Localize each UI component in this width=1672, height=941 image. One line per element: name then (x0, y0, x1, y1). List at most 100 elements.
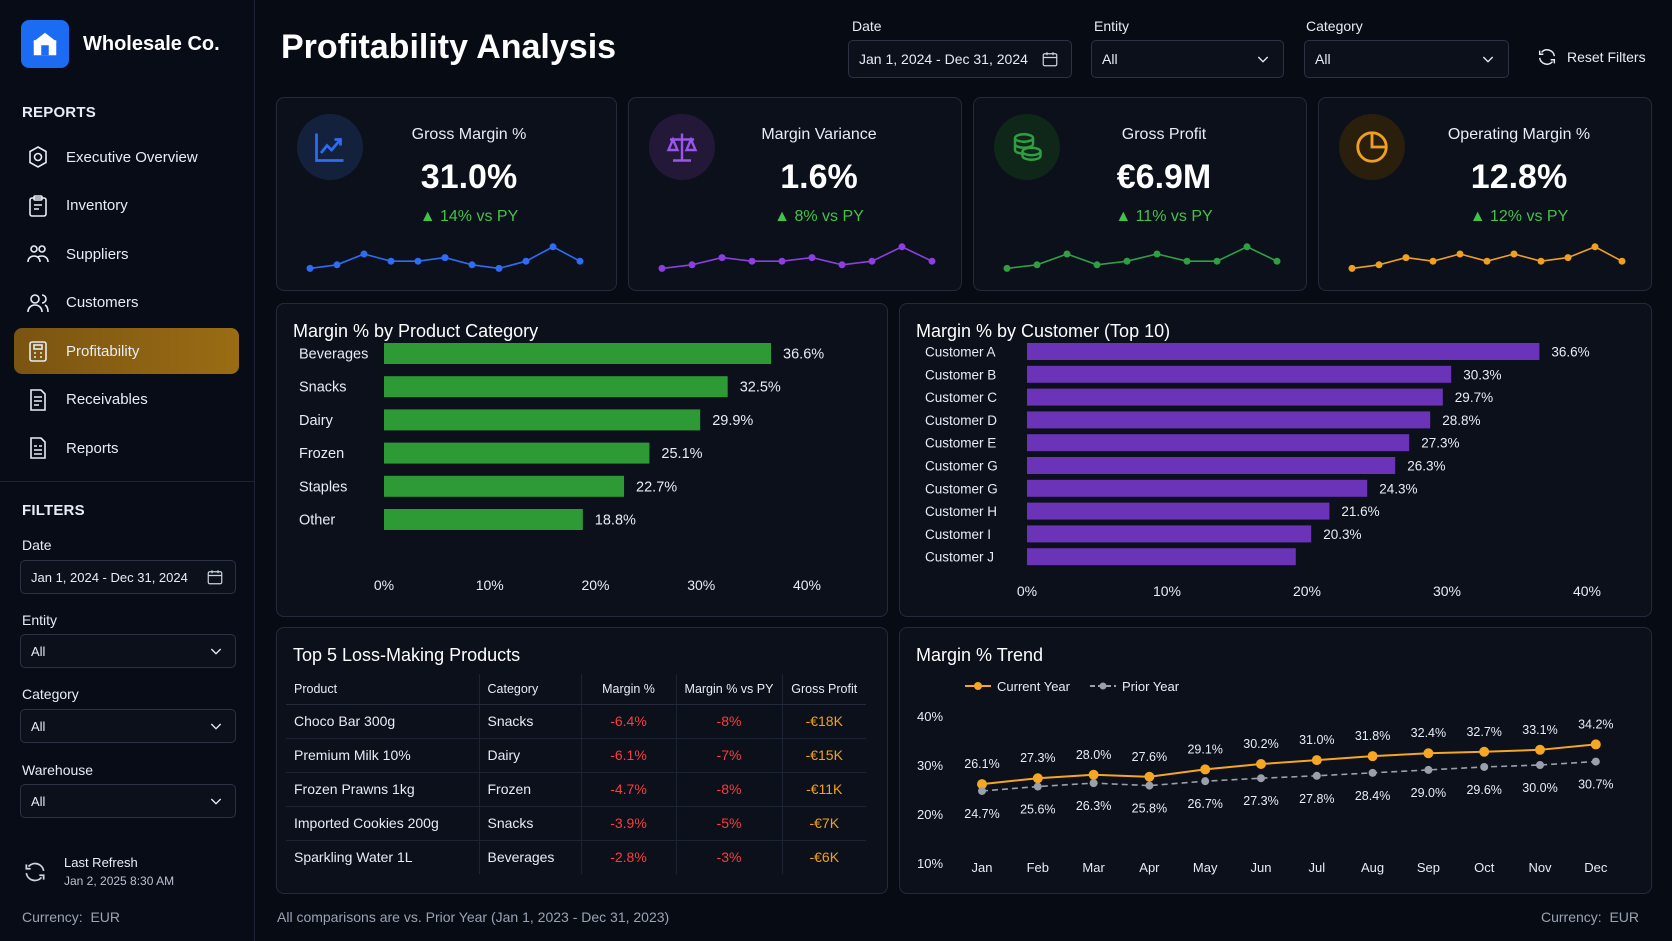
kpi-card-margin-variance[interactable]: Margin Variance 1.6% ▲ 8% vs PY (628, 97, 962, 291)
column-header[interactable]: Category (478, 674, 581, 705)
category-label: Customer A (925, 345, 996, 360)
bar (384, 509, 583, 530)
data-label: 31.8% (1355, 729, 1390, 743)
data-label: 26.1% (964, 757, 999, 771)
sparkline-point (838, 261, 846, 269)
kpi-card-gross-margin[interactable]: Gross Margin % 31.0% ▲ 14% vs PY (276, 97, 617, 291)
sidebar-item-receivables[interactable]: Receivables (14, 377, 239, 423)
sidebar-item-profitability[interactable]: Profitability (14, 328, 239, 374)
brand[interactable]: Wholesale Co. (21, 20, 220, 68)
category-label: Customer G (925, 481, 998, 496)
column-header[interactable]: Margin % vs PY (675, 674, 782, 705)
header-category-select[interactable]: All (1304, 40, 1509, 78)
data-label: 32.7% (1466, 725, 1501, 739)
entity-filter-select[interactable]: All (20, 634, 236, 668)
table-row[interactable]: Premium Milk 10% Dairy -6.1% -7% -€15K (286, 738, 866, 773)
data-label: 31.0% (1299, 733, 1334, 747)
currency-label: Currency: (1541, 909, 1602, 925)
column-header[interactable]: Product (286, 674, 479, 705)
table-row[interactable]: Imported Cookies 200g Snacks -3.9% -5% -… (286, 806, 866, 841)
sidebar-item-suppliers[interactable]: Suppliers (14, 231, 239, 277)
warehouse-filter-value: All (31, 793, 46, 809)
product-cell: Choco Bar 300g (286, 704, 479, 739)
sidebar-item-executive-overview[interactable]: Executive Overview (14, 134, 239, 180)
sparkline-point (1003, 264, 1011, 272)
kpi-card-gross-profit[interactable]: Gross Profit €6.9M ▲ 11% vs PY (973, 97, 1307, 291)
kpi-delta-text: 11% vs PY (1135, 208, 1213, 225)
date-filter-input[interactable]: Jan 1, 2024 - Dec 31, 2024 (20, 560, 236, 594)
sidebar-item-reports[interactable]: Reports (14, 425, 239, 471)
sidebar-nav: Executive Overview Inventory Suppliers C… (14, 134, 239, 474)
currency-value: EUR (1609, 909, 1640, 925)
report-icon (30, 437, 46, 459)
refresh-icon[interactable] (22, 859, 48, 885)
margin-cell: -6.4% (580, 704, 676, 739)
gross-profit-cell: -€18K (781, 704, 866, 739)
reset-filters-button[interactable]: Reset Filters (1536, 46, 1646, 68)
bar (1027, 343, 1540, 360)
reports-section-label: REPORTS (22, 104, 96, 121)
category-filter-select[interactable]: All (20, 709, 236, 743)
data-label: 27.8% (1299, 792, 1334, 806)
sparkline-point (468, 261, 476, 269)
sparkline-point (495, 264, 503, 272)
sidebar-item-label: Executive Overview (66, 148, 198, 166)
bar-value-label: 29.9% (712, 413, 753, 429)
warehouse-filter-select[interactable]: All (20, 784, 236, 818)
sparkline-point (1429, 257, 1437, 265)
clipboard-icon (29, 194, 47, 217)
data-label: 28.0% (1076, 748, 1111, 762)
legend-current-year-marker (974, 682, 982, 690)
margin-vs-py-cell: -8% (675, 704, 782, 739)
margin-vs-py-cell: -7% (675, 738, 782, 773)
column-header[interactable]: Margin % (580, 674, 676, 705)
current-year-point (1423, 748, 1434, 759)
header-entity-select[interactable]: All (1091, 40, 1284, 78)
last-refresh-label: Last Refresh (64, 855, 138, 870)
bar-value-label: 25.1% (661, 446, 702, 462)
bar (1027, 365, 1452, 383)
entity-filter-label: Entity (22, 612, 58, 628)
table-row[interactable]: Sparkling Water 1L Beverages -2.8% -3% -… (286, 840, 866, 874)
current-year-point (1032, 773, 1043, 784)
current-year-point (1200, 764, 1211, 775)
header-date-input[interactable]: Jan 1, 2024 - Dec 31, 2024 (848, 40, 1072, 78)
data-label: 27.3% (1020, 751, 1055, 765)
sidebar-item-customers[interactable]: Customers (14, 280, 239, 326)
bar-value-label: 36.6% (1551, 345, 1589, 360)
current-year-point (1144, 771, 1155, 782)
x-tick-label: 30% (1433, 583, 1461, 599)
kpi-value: €6.9M (1116, 158, 1212, 196)
loss-products-table: Product Category Margin % Margin % vs PY… (286, 674, 866, 874)
sidebar-item-label: Suppliers (66, 245, 129, 263)
sparkline-point (1510, 250, 1518, 258)
refresh-icon (1538, 49, 1556, 65)
x-tick-label: Sep (1417, 860, 1440, 875)
x-tick-label: 40% (1573, 583, 1601, 599)
calendar-icon (1042, 52, 1058, 67)
currency-label: Currency: (22, 909, 83, 925)
kpi-title: Margin Variance (761, 126, 877, 143)
legend-current-year-label: Current Year (997, 679, 1071, 694)
coins-icon (994, 114, 1060, 180)
sparkline-path (1351, 245, 1623, 270)
table-row[interactable]: Choco Bar 300g Snacks -6.4% -8% -€18K (286, 704, 866, 739)
y-tick-label: 10% (917, 856, 943, 871)
sparkline-point (576, 257, 584, 265)
table-row[interactable]: Frozen Prawns 1kg Frozen -4.7% -8% -€11K (286, 772, 866, 807)
table-header-row: Product Category Margin % Margin % vs PY… (286, 674, 866, 705)
x-tick-label: Oct (1474, 860, 1495, 875)
kpi-card-operating-margin[interactable]: Operating Margin % 12.8% ▲ 12% vs PY (1318, 97, 1652, 291)
current-year-point (1311, 755, 1322, 766)
sparkline-point (1456, 250, 1464, 258)
x-tick-label: 40% (793, 577, 821, 593)
sparkline-point (1183, 257, 1191, 265)
bar-value-label: 22.7% (636, 479, 677, 495)
sidebar-item-inventory[interactable]: Inventory (14, 183, 239, 229)
column-header[interactable]: Gross Profit (781, 674, 866, 705)
category-label: Snacks (299, 380, 347, 396)
data-label: 29.0% (1411, 786, 1446, 800)
kpi-delta: ▲ 11% vs PY (1115, 208, 1213, 225)
data-label: 34.2% (1578, 717, 1613, 731)
sidebar-item-label: Reports (66, 439, 119, 457)
